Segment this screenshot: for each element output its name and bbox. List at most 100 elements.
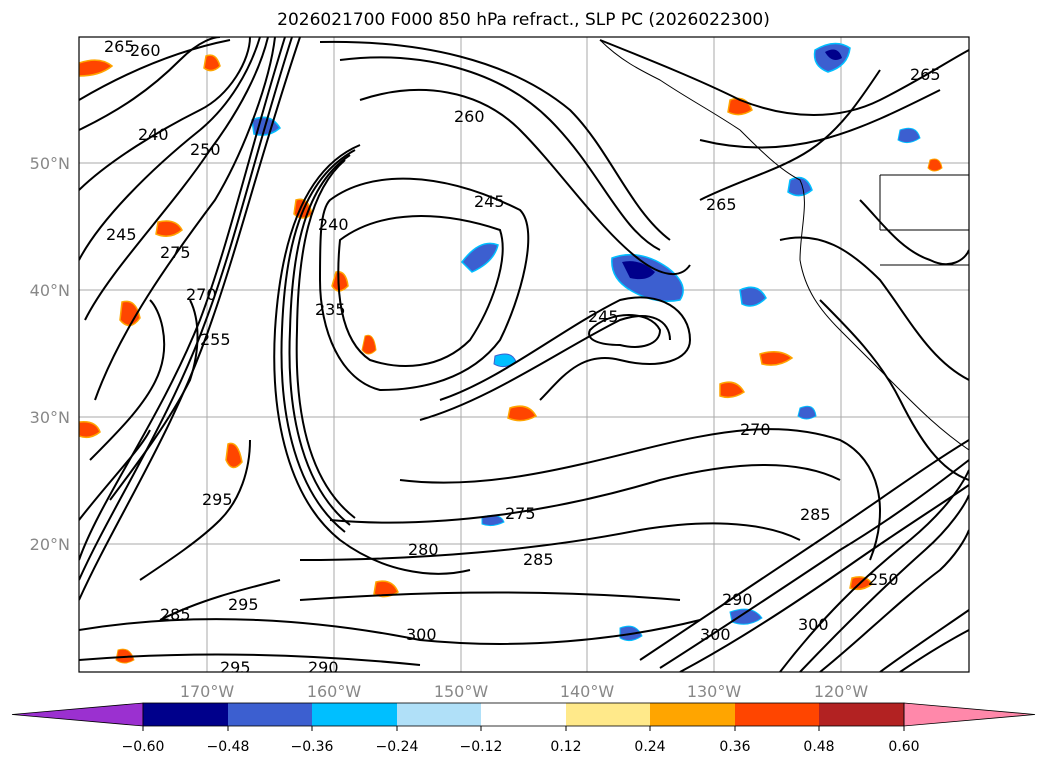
positive-anomaly [331,271,349,292]
longitude-label: 130°W [687,682,742,701]
contour-line [94,37,276,401]
contour-label: 245 [474,192,505,211]
colorbar-cell [566,703,650,726]
contour-line [79,37,261,261]
latitude-label: 30°N [30,408,70,427]
contour-line [799,494,969,672]
colorbar-tick-label: −0.48 [207,739,250,755]
contour-label: 285 [523,550,554,569]
longitude-label: 140°W [560,682,615,701]
contour-label: 280 [408,540,439,559]
contour-line [859,199,969,266]
longitude-label: 150°W [434,682,489,701]
contour-line [899,629,969,672]
contour-line [89,299,166,461]
map-frame [78,36,970,673]
contour-line [79,37,301,601]
positive-anomaly [79,420,101,439]
contour-line [588,314,662,348]
contour-label: 265 [706,195,737,214]
positive-anomaly [155,220,183,237]
contour-line [139,439,251,581]
colorbar-cell [650,703,735,726]
contour-label: 295 [202,490,233,509]
contour-line [659,459,969,669]
coastline [599,39,969,451]
contour-line [79,618,701,645]
contour-label: 290 [308,658,339,677]
contour-label: 300 [798,615,829,634]
contour-line [339,56,661,251]
contour-label: 265 [104,37,135,56]
contour-label: 235 [315,300,346,319]
contour-label: 295 [220,658,251,677]
positive-anomaly [361,334,377,355]
colorbar-tick-label: −0.12 [460,739,503,755]
longitude-label: 170°W [180,682,235,701]
negative-anomaly [461,242,499,273]
contour-label: 300 [406,625,437,644]
contour-line [79,37,221,131]
colorbar-tick-label: 0.36 [719,739,750,755]
north-america-coast [599,39,969,451]
contour-label: 270 [740,420,771,439]
contour-line [109,299,199,501]
positive-anomaly [203,54,221,72]
map-panel [79,37,969,672]
positive-anomaly [79,59,114,77]
contour-line [159,579,281,621]
contour-label: 260 [454,107,485,126]
positive-anomaly [719,381,745,399]
contour-label: 275 [160,243,191,262]
negative-anomaly-core [825,49,842,60]
contour-line [879,609,969,672]
positive-anomaly [507,405,538,422]
contour-label: 260 [130,41,161,60]
contour-label: 290 [722,590,753,609]
contour-line [329,464,841,524]
latitude-label: 20°N [30,535,70,554]
contour-line [399,428,881,561]
colorbar-cell [819,703,904,726]
contour-line [699,69,881,201]
latitude-axis: 50°N 40°N 30°N 20°N [30,154,70,554]
contour-label: 240 [138,125,169,144]
negative-anomaly [897,127,921,144]
colorbar-cell [735,703,819,726]
colorbar-cells [11,702,1036,727]
negative-anomaly [729,608,763,625]
contour-line [79,37,286,561]
positive-anomaly [119,300,141,327]
colorbar-outline [142,702,905,727]
contour-label: 275 [505,504,536,523]
contour-line [779,469,969,672]
contour-line [779,236,969,381]
contour-line [639,439,969,661]
contour-label: 245 [588,307,619,326]
contour-label: 265 [910,65,941,84]
latitude-label: 40°N [30,281,70,300]
negative-anomaly [739,286,767,307]
colorbar-extend-max [903,702,1036,727]
contour-line [318,177,530,392]
colorbar-tick-label: 0.48 [803,739,834,755]
contour-label: 295 [228,595,259,614]
colorbar-tick-label: −0.60 [122,739,165,755]
positive-anomaly [225,442,243,469]
contour-line [599,39,969,116]
contour-line [819,299,969,481]
contour-line [295,159,356,519]
colorbar-tick-label: 0.24 [634,739,665,755]
contour-label: 300 [700,625,731,644]
contour-line [419,315,671,421]
contour-line [280,149,356,533]
contour-line [79,429,151,521]
contour-label: 255 [200,330,231,349]
contour-label: 270 [186,285,217,304]
negative-anomaly [797,405,817,420]
contour-label: 245 [106,225,137,244]
contour-line [319,40,671,241]
contour-label: 285 [800,505,831,524]
map-content: 265 260 240 250 245 275 270 255 235 260 … [79,37,969,677]
